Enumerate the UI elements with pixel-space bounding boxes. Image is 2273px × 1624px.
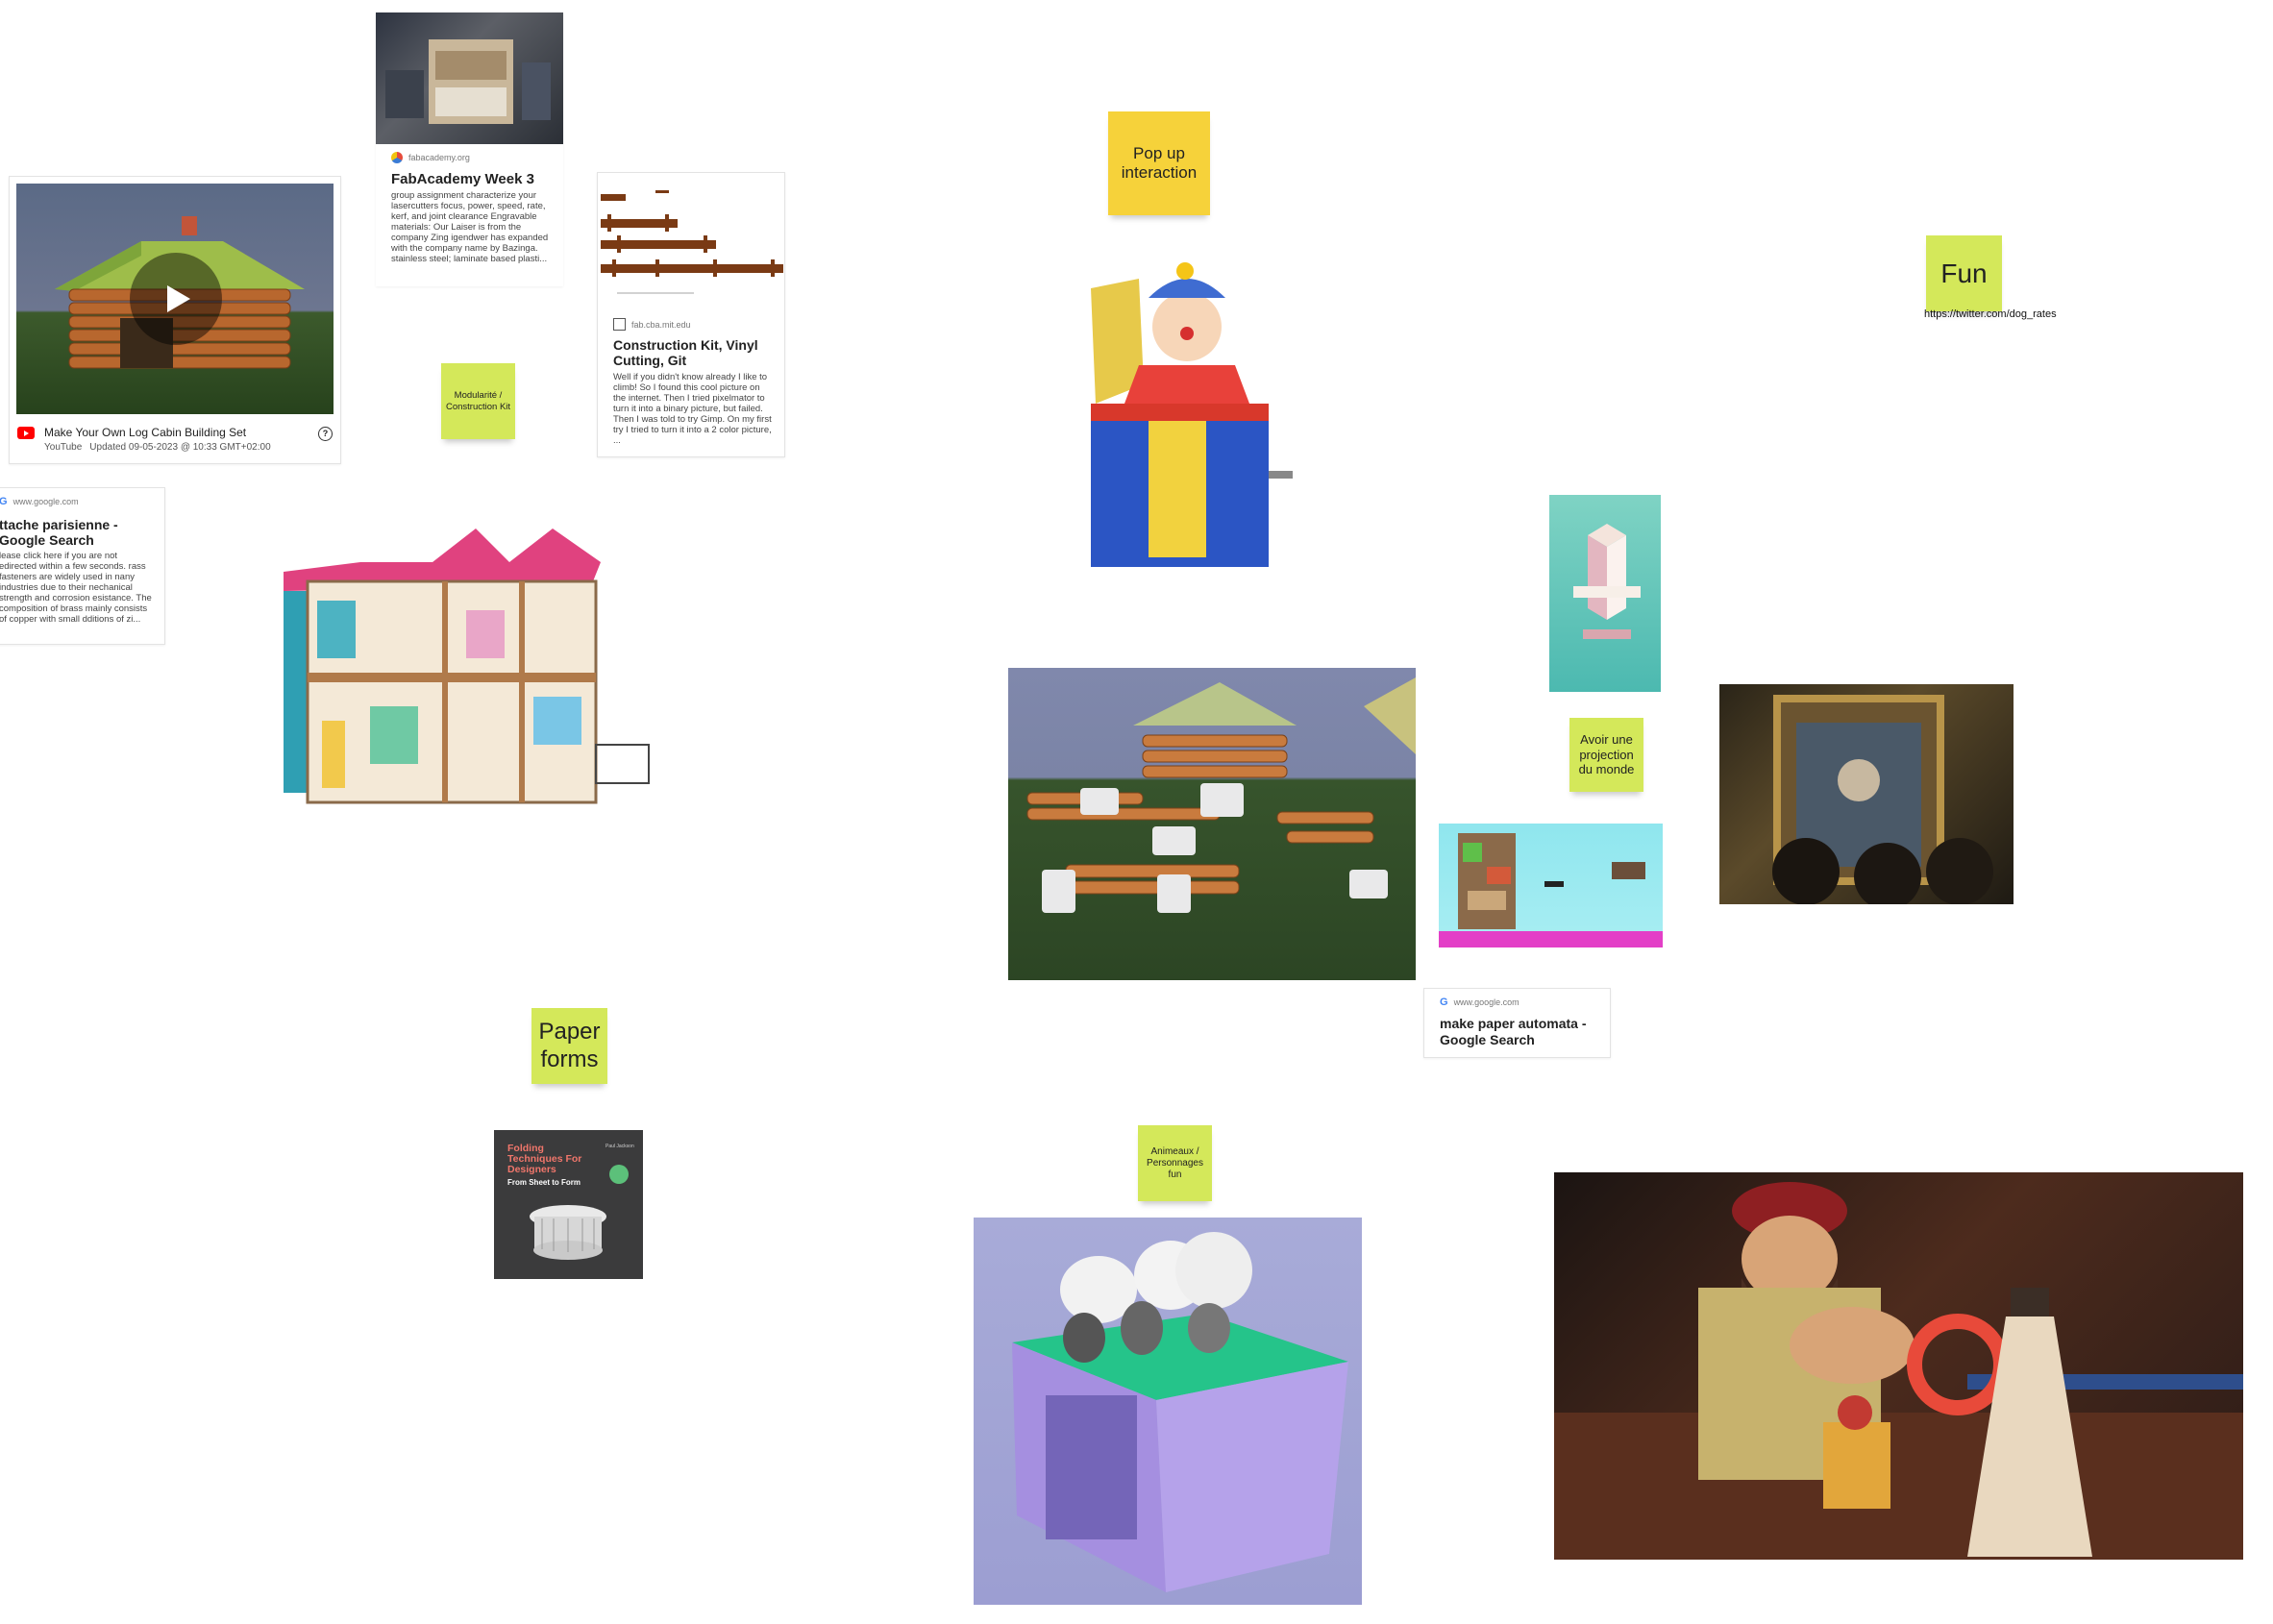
paper-sheep-automata-image[interactable] bbox=[974, 1218, 1362, 1605]
kit-pieces-drawing bbox=[601, 190, 783, 294]
dollhouse-illustration bbox=[284, 529, 650, 804]
mirror-scene-illustration bbox=[1772, 695, 1993, 904]
sticky-note-paper-forms[interactable]: Paper forms bbox=[531, 1008, 607, 1084]
google-icon: G bbox=[0, 496, 8, 507]
log-fence-illustration bbox=[1026, 677, 1416, 913]
monument-valley-image[interactable] bbox=[1549, 495, 1661, 692]
sticky-text: Paper forms bbox=[538, 1018, 601, 1072]
attache-search-card[interactable]: G www.google.com ttache parisienne - Goo… bbox=[0, 487, 165, 645]
sheep-automata-illustration bbox=[1012, 1232, 1348, 1592]
toymaker-illustration bbox=[1554, 1182, 2243, 1560]
sticky-note-popup[interactable]: Pop up interaction bbox=[1108, 111, 1210, 215]
sticky-note-fun[interactable]: Fun bbox=[1926, 235, 2002, 311]
book-subtitle: From Sheet to Form bbox=[507, 1178, 581, 1187]
dollhouse-image[interactable] bbox=[274, 514, 654, 817]
video-source: YouTube bbox=[44, 442, 83, 453]
site-favicon bbox=[613, 318, 626, 331]
dog-rates-link[interactable]: https://twitter.com/dog_rates bbox=[1924, 308, 2057, 320]
book-title: Folding Techniques For Designers bbox=[507, 1143, 582, 1176]
kit-drawing-thumbnail[interactable] bbox=[598, 173, 784, 312]
book-badge-icon bbox=[609, 1165, 629, 1184]
pixel-tower-illustration bbox=[1439, 833, 1663, 947]
google-icon: G bbox=[1440, 997, 1448, 1008]
sticky-note-animaux[interactable]: Animeaux / Personnages fun bbox=[1138, 1125, 1212, 1201]
card-title[interactable]: make paper automata - Google Search bbox=[1440, 1016, 1587, 1047]
site-favicon bbox=[391, 152, 403, 163]
card-domain: www.google.com bbox=[12, 497, 79, 506]
toymaker-scene-image[interactable] bbox=[1554, 1172, 2243, 1560]
fablab-photo[interactable] bbox=[376, 12, 563, 144]
fez-game-image[interactable] bbox=[1439, 824, 1663, 947]
youtube-card[interactable]: Make Your Own Log Cabin Building Set You… bbox=[9, 176, 341, 464]
play-icon[interactable] bbox=[130, 253, 222, 345]
sticky-text: Pop up interaction bbox=[1121, 143, 1198, 182]
card-body: Well if you didn't know already I like t… bbox=[613, 373, 772, 446]
book-author: Paul Jackson bbox=[605, 1144, 634, 1149]
log-cabin-animals-photo[interactable] bbox=[1008, 668, 1416, 980]
sticky-text: Animeaux / Personnages fun bbox=[1147, 1145, 1203, 1180]
fabacademy-card[interactable]: fabacademy.org FabAcademy Week 3 group a… bbox=[376, 12, 563, 286]
laser-cutter-illustration bbox=[385, 39, 551, 124]
sticky-text: Modularité / Construction Kit bbox=[445, 390, 511, 412]
card-body: lease click here if you are not edirecte… bbox=[0, 552, 152, 625]
sticky-note-projection[interactable]: Avoir une projection du monde bbox=[1569, 718, 1643, 792]
card-title[interactable]: Construction Kit, Vinyl Cutting, Git bbox=[613, 337, 758, 369]
log-cabin-illustration bbox=[55, 216, 305, 369]
card-domain: www.google.com bbox=[1453, 997, 1519, 1007]
folded-paper-illustration bbox=[530, 1205, 606, 1260]
jack-in-the-box-illustration bbox=[1091, 262, 1293, 567]
construction-kit-card[interactable]: fab.cba.mit.edu Construction Kit, Vinyl … bbox=[597, 172, 785, 457]
log-cabin-video-thumbnail[interactable] bbox=[16, 184, 334, 414]
jack-in-the-box-image[interactable] bbox=[1081, 259, 1302, 572]
video-title[interactable]: Make Your Own Log Cabin Building Set bbox=[44, 426, 247, 439]
mirror-scene-image[interactable] bbox=[1719, 684, 2014, 904]
video-updated: Updated 09-05-2023 @ 10:33 GMT+02:00 bbox=[89, 442, 271, 453]
card-domain: fab.cba.mit.edu bbox=[631, 319, 691, 330]
help-icon[interactable]: ? bbox=[318, 427, 333, 441]
card-domain: fabacademy.org bbox=[408, 153, 470, 162]
sticky-text: Fun bbox=[1940, 258, 1988, 288]
isometric-tower-illustration bbox=[1573, 524, 1641, 639]
card-title[interactable]: FabAcademy Week 3 bbox=[391, 171, 534, 187]
card-body: group assignment characterize your laser… bbox=[391, 191, 549, 264]
sticky-text: Avoir une projection du monde bbox=[1578, 732, 1635, 777]
folding-book-cover[interactable]: Folding Techniques For Designers From Sh… bbox=[494, 1130, 643, 1279]
youtube-icon bbox=[17, 427, 35, 439]
automata-search-card[interactable]: G www.google.com make paper automata - G… bbox=[1423, 988, 1611, 1058]
card-title[interactable]: ttache parisienne - Google Search bbox=[0, 517, 118, 549]
sticky-note-modularite[interactable]: Modularité / Construction Kit bbox=[441, 363, 515, 439]
